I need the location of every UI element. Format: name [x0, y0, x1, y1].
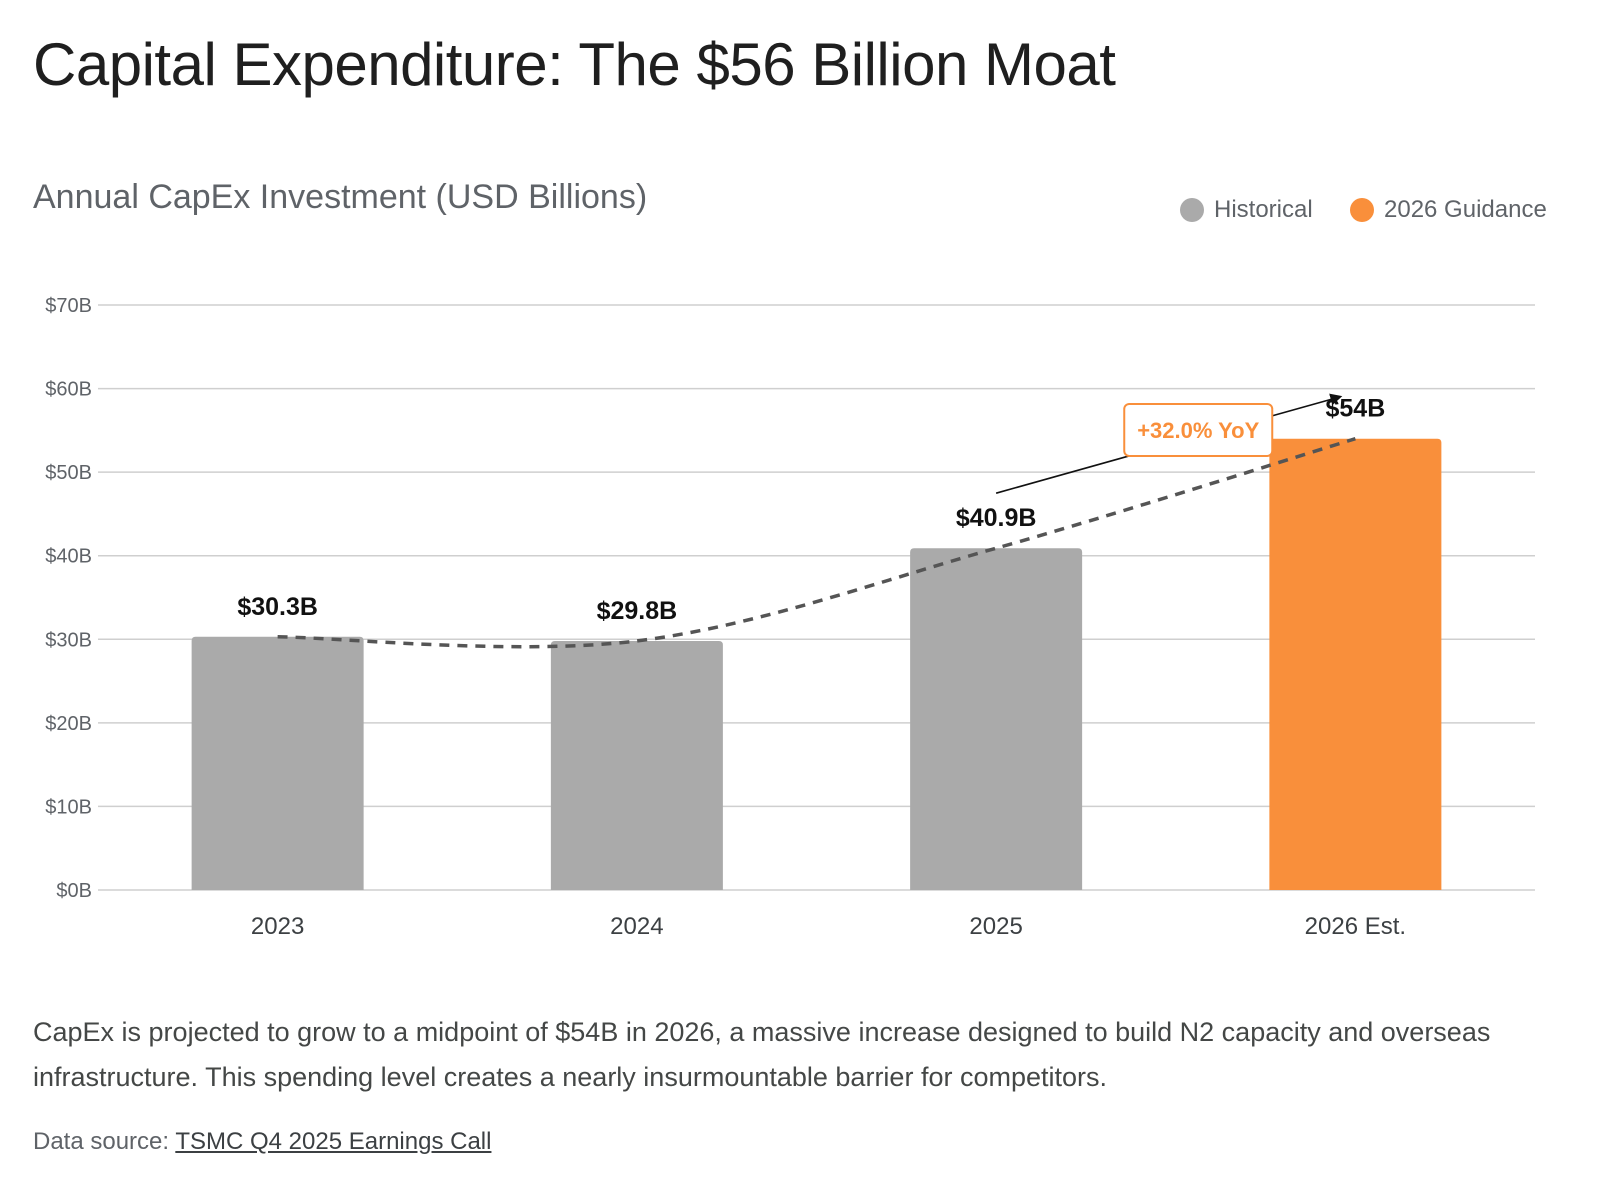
x-tick-label: 2026 Est. [1305, 913, 1406, 940]
x-tick-label: 2025 [969, 913, 1022, 940]
data-source: Data source: TSMC Q4 2025 Earnings Call [33, 1128, 491, 1156]
bar-2024 [550, 640, 723, 890]
y-tick-label: $30B [45, 629, 92, 651]
y-tick-label: $60B [45, 379, 92, 401]
y-tick-label: $0B [56, 880, 92, 902]
y-tick-label: $40B [45, 546, 92, 568]
value-label: $29.8B [597, 597, 678, 625]
yoy-badge [1123, 402, 1274, 457]
bar-2023 [191, 636, 364, 890]
y-tick-label: $70B [45, 295, 92, 317]
capex-bar-chart: $0B $10B $20B $30B $40B $50B $60B $70B $30.3B 20… [45, 295, 1535, 940]
bar-2025 [910, 548, 1083, 890]
y-tick-label: $20B [45, 713, 92, 735]
source-link[interactable]: TSMC Q4 2025 Earnings Call [175, 1128, 492, 1155]
x-tick-label: 2024 [610, 913, 663, 940]
value-label: $40.9B [956, 504, 1037, 532]
bar-2026-est- [1269, 438, 1442, 890]
x-tick-label: 2023 [251, 913, 304, 940]
legend-swatch-historical [1180, 198, 1204, 222]
source-prefix: Data source: [33, 1128, 170, 1155]
legend-item-historical: Historical [1180, 196, 1313, 224]
legend-label-guidance: 2026 Guidance [1384, 196, 1547, 223]
y-tick-label: $10B [45, 796, 92, 818]
trend-line [277, 437, 1356, 649]
yoy-badge-label: +32.0% YoY [1137, 418, 1259, 443]
y-tick-label: $50B [45, 462, 92, 484]
chart-caption: CapEx is projected to grow to a midpoint… [33, 1017, 1491, 1092]
legend-item-guidance: 2026 Guidance [1350, 196, 1547, 224]
legend-swatch-guidance [1350, 198, 1374, 222]
value-label: $30.3B [237, 593, 318, 621]
legend-label-historical: Historical [1214, 196, 1313, 223]
chart-legend: Historical 2026 Guidance [1180, 196, 1600, 230]
chart-subtitle: Annual CapEx Investment (USD Billions) [33, 178, 648, 216]
page-title: Capital Expenditure: The $56 Billion Moa… [33, 31, 1116, 98]
